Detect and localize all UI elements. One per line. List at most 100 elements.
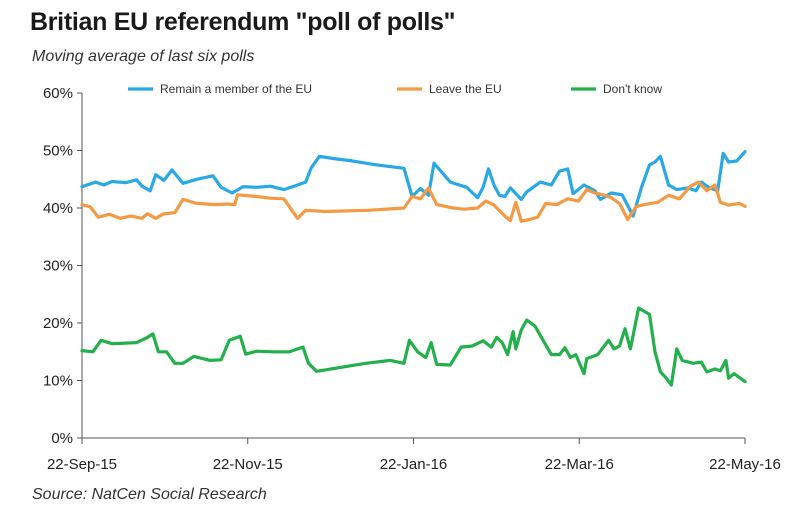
- data-point: [296, 217, 299, 220]
- data-point: [141, 217, 143, 220]
- data-point: [566, 198, 569, 200]
- data-point: [504, 215, 506, 217]
- series-line-don-t-know: [80, 306, 747, 387]
- y-axis: 0% 10% 20% 30% 40% 50% 60%: [43, 85, 83, 447]
- data-point: [555, 203, 558, 206]
- data-point: [714, 368, 716, 370]
- data-point: [92, 351, 94, 353]
- legend-label: Remain a member of the EU: [160, 82, 312, 96]
- data-point: [654, 161, 656, 163]
- series-line-remain-a-member-of-the-eu: [80, 150, 747, 218]
- data-point: [626, 218, 629, 221]
- data-point: [594, 192, 596, 194]
- data-point: [727, 377, 730, 380]
- data-point: [310, 167, 313, 169]
- data-point: [174, 211, 176, 214]
- data-point: [165, 351, 168, 353]
- data-point: [411, 195, 413, 198]
- data-point: [681, 359, 683, 362]
- data-point: [632, 215, 634, 217]
- y-tick-label: 60%: [43, 85, 73, 102]
- data-point: [163, 179, 165, 182]
- data-point: [493, 204, 495, 206]
- data-point: [495, 336, 498, 339]
- data-point: [637, 307, 640, 309]
- data-point: [613, 348, 615, 350]
- data-point: [586, 188, 588, 191]
- data-point: [324, 210, 326, 213]
- data-point: [182, 362, 184, 365]
- data-point: [460, 346, 463, 348]
- data-point: [550, 353, 553, 356]
- data-point: [509, 187, 512, 189]
- data-point: [667, 184, 670, 186]
- data-point: [163, 213, 165, 215]
- data-point: [425, 356, 427, 359]
- data-point: [269, 185, 272, 187]
- data-point: [648, 164, 651, 166]
- data-point: [154, 217, 157, 220]
- data-point: [602, 194, 604, 196]
- data-point: [485, 200, 487, 202]
- data-point: [506, 353, 509, 356]
- data-point: [283, 188, 285, 191]
- data-point: [100, 339, 102, 342]
- series-points-leave-the-eu: [81, 181, 746, 222]
- data-point: [141, 185, 143, 187]
- data-point: [449, 181, 452, 183]
- data-point: [689, 185, 692, 187]
- data-point: [149, 190, 151, 192]
- data-point: [419, 198, 422, 200]
- data-point: [564, 346, 566, 349]
- data-point: [332, 157, 334, 160]
- legend-label: Don't know: [603, 82, 662, 96]
- data-point: [152, 333, 154, 335]
- data-point: [124, 181, 127, 184]
- data-point: [542, 339, 544, 342]
- data-point: [607, 339, 610, 342]
- data-point: [225, 203, 228, 205]
- y-tick-label: 40%: [43, 200, 73, 217]
- data-point: [528, 218, 531, 221]
- x-tick-label: 22-Mar-16: [545, 456, 614, 473]
- data-point: [269, 197, 272, 199]
- data-point: [618, 345, 621, 347]
- data-point: [583, 372, 585, 375]
- data-point: [146, 213, 149, 215]
- series-points-remain-a-member-of-the-eu: [81, 150, 746, 217]
- data-point: [182, 198, 184, 201]
- data-point: [302, 346, 304, 348]
- data-point: [678, 198, 681, 200]
- legend: Remain a member of the EU Leave the EU Don…: [128, 82, 662, 96]
- data-point: [643, 203, 645, 206]
- data-point: [727, 161, 730, 163]
- data-point: [676, 348, 678, 350]
- data-point: [676, 188, 678, 191]
- data-point: [220, 186, 222, 189]
- data-point: [430, 341, 433, 344]
- data-point: [520, 220, 523, 222]
- data-point: [367, 209, 370, 212]
- data-point: [738, 202, 741, 205]
- data-point: [463, 208, 465, 210]
- data-point: [304, 209, 307, 212]
- y-tick-label: 0%: [51, 430, 73, 447]
- data-point: [433, 162, 435, 164]
- data-point: [725, 359, 727, 362]
- chart-source: Source: NatCen Social Research: [32, 486, 267, 503]
- data-point: [408, 339, 411, 342]
- data-point: [509, 219, 512, 222]
- data-point: [419, 187, 422, 190]
- x-tick-label: 22-May-16: [709, 456, 781, 473]
- data-point: [214, 203, 217, 206]
- data-point: [719, 201, 722, 204]
- data-point: [365, 362, 367, 365]
- data-point: [435, 203, 438, 206]
- data-point: [236, 194, 239, 196]
- data-point: [534, 325, 536, 327]
- data-point: [476, 207, 479, 209]
- data-point: [621, 194, 623, 196]
- data-point: [452, 207, 454, 209]
- data-point: [234, 203, 236, 206]
- data-point: [482, 340, 484, 342]
